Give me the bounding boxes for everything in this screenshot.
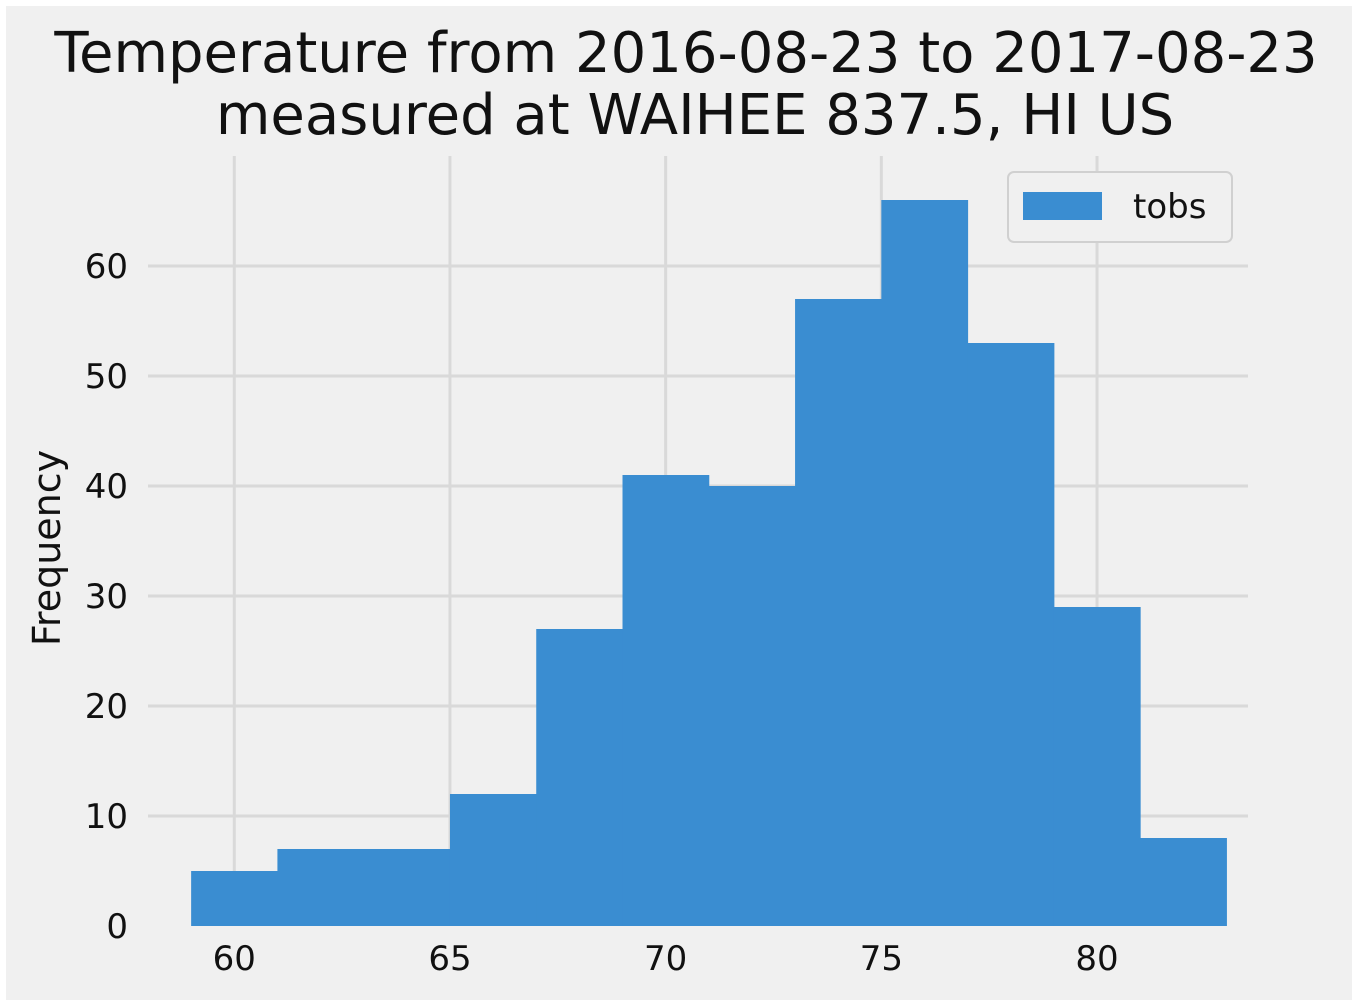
histogram-bar	[536, 629, 624, 926]
chart-title-line-2: measured at WAIHEE 837.5, HI US	[216, 83, 1174, 148]
histogram-bar	[363, 849, 451, 926]
histogram-bar	[622, 475, 710, 926]
x-tick-label: 80	[1075, 939, 1118, 979]
histogram-bar	[277, 849, 365, 926]
y-tick-label: 30	[85, 577, 128, 617]
histogram-bar	[1140, 838, 1227, 926]
histogram-bar	[967, 343, 1055, 926]
y-tick-label: 20	[85, 687, 128, 727]
x-tick-label: 75	[860, 939, 903, 979]
histogram-bar	[881, 200, 969, 926]
histogram-bar	[708, 486, 796, 926]
y-tick-label: 50	[85, 357, 128, 397]
legend: tobs	[1007, 171, 1233, 243]
legend-swatch-tobs	[1023, 192, 1102, 220]
histogram-bar	[191, 871, 278, 926]
histogram-bars	[191, 200, 1227, 926]
x-tick-label: 65	[428, 939, 471, 979]
y-tick-label: 10	[85, 797, 128, 837]
y-tick-label: 40	[85, 467, 128, 507]
y-axis-label: Frequency	[25, 450, 69, 646]
histogram-bar	[1053, 607, 1141, 926]
x-tick-label: 60	[213, 939, 256, 979]
x-tick-label: 70	[644, 939, 687, 979]
legend-box	[1007, 171, 1233, 243]
histogram-bar	[795, 299, 882, 926]
chart-title-line-1: Temperature from 2016-08-23 to 2017-08-2…	[53, 21, 1317, 86]
y-tick-label: 60	[85, 247, 128, 287]
y-tick-label: 0	[106, 907, 128, 947]
histogram-bar	[449, 794, 537, 926]
legend-label-tobs: tobs	[1133, 187, 1206, 227]
axis-ticks: 60 65 70 75 80 0 10 20 30 40 50 60	[85, 247, 1119, 979]
